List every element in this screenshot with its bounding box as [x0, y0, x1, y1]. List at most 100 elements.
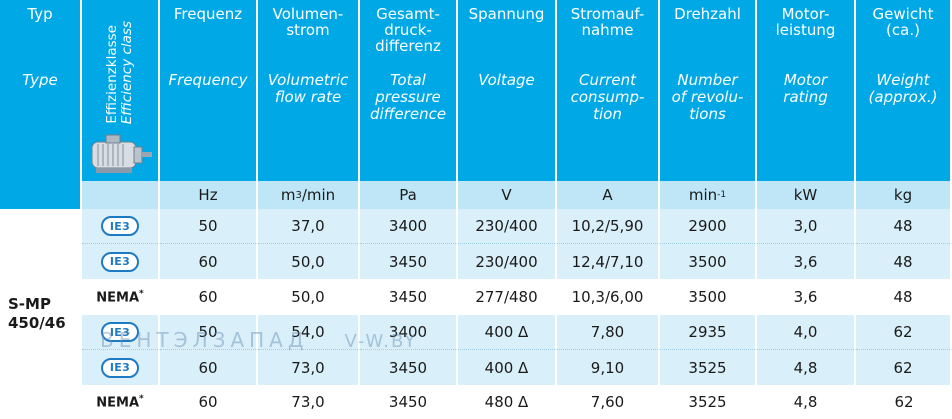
table-cell: 4,8 [757, 350, 856, 385]
table-cell: 2935 [660, 315, 757, 350]
table-cell: 400 Δ [458, 350, 557, 385]
table-cell: 3,6 [757, 279, 856, 315]
header-col-de: Gesamt-druck-differenz [375, 5, 441, 55]
header-col-2: Gesamt-druck-differenz Total pressure diffe… [360, 0, 458, 181]
header-col-de: Motor-leistung [775, 5, 836, 39]
header-col-7: Gewicht (ca.) Weight (approx.) [856, 0, 952, 181]
header-col-en: Current consump-tion [570, 71, 645, 123]
table-cell: 7,60 [557, 385, 660, 419]
table-cell: 3450 [360, 244, 458, 279]
table-cell: 50 [160, 209, 258, 244]
model-name: S-MP 450/46 [0, 209, 82, 419]
table-cell: 3,6 [757, 244, 856, 279]
header-col-en: Voltage [478, 71, 535, 89]
header-col-de: Frequenz [173, 5, 243, 23]
header-col-6: Motor-leistung Motor rating [757, 0, 856, 181]
table-cell: 62 [856, 315, 952, 350]
table-cell: 73,0 [258, 385, 360, 419]
unit-cell: Hz [160, 181, 258, 209]
table-cell: 10,2/5,90 [557, 209, 660, 244]
table-cell: 4,0 [757, 315, 856, 350]
unit-cell: V [458, 181, 557, 209]
motor-icon [91, 134, 152, 173]
header-typ-en: Type [22, 71, 58, 89]
table-cell: 230/400 [458, 209, 557, 244]
header-typ-de: Typ [27, 5, 53, 23]
table-cell: 62 [856, 385, 952, 419]
efficiency-class-cell: IE3 [82, 209, 160, 244]
unit-cell: Pa [360, 181, 458, 209]
efficiency-class-cell: IE3 [82, 350, 160, 385]
header-col-0: Frequenz Frequency [160, 0, 258, 181]
table-cell: 400 Δ [458, 315, 557, 350]
nema-label: NEMA* [96, 393, 144, 411]
table-cell: 60 [160, 244, 258, 279]
table-cell: 3450 [360, 385, 458, 419]
table-cell: 50,0 [258, 244, 360, 279]
header-typ: Typ Type [0, 0, 82, 181]
table-cell: 277/480 [458, 279, 557, 315]
unit-cell: m 3/min [258, 181, 360, 209]
table-cell: 50,0 [258, 279, 360, 315]
efficiency-label-en: Efficiency class [119, 20, 135, 124]
header-col-de: Volumen-strom [272, 5, 344, 39]
table-cell: 10,3/6,00 [557, 279, 660, 315]
unit-cell-typ [0, 181, 82, 209]
table-cell: 50 [160, 315, 258, 350]
header-col-5: Drehzahl Number of revolu-tions [660, 0, 757, 181]
table-cell: 54,0 [258, 315, 360, 350]
header-col-en: Number of revolu-tions [671, 71, 744, 123]
efficiency-class-cell: NEMA* [82, 385, 160, 419]
table-cell: 60 [160, 279, 258, 315]
nema-label: NEMA* [96, 288, 144, 306]
header-col-de: Gewicht (ca.) [872, 5, 934, 39]
header-col-en: Weight (approx.) [868, 71, 938, 106]
table-cell: 4,8 [757, 385, 856, 419]
header-col-en: Frequency [168, 71, 248, 89]
table-cell: 3,0 [757, 209, 856, 244]
table-cell: 3400 [360, 209, 458, 244]
ie3-badge: IE3 [101, 216, 139, 236]
header-col-en: Motor rating [783, 71, 828, 106]
table-cell: 3525 [660, 385, 757, 419]
table-cell: 230/400 [458, 244, 557, 279]
table-cell: 12,4/7,10 [557, 244, 660, 279]
table-cell: 3525 [660, 350, 757, 385]
table-cell: 3450 [360, 350, 458, 385]
table-cell: 48 [856, 244, 952, 279]
header-col-3: Spannung Voltage [458, 0, 557, 181]
header-col-en: Total pressure difference [369, 71, 447, 123]
header-col-de: Stromauf-nahme [570, 5, 645, 39]
table-cell: 73,0 [258, 350, 360, 385]
header-efficiency: Effizienzklasse Efficiency class [82, 0, 160, 181]
efficiency-class-cell: NEMA* [82, 279, 160, 315]
unit-cell: kW [757, 181, 856, 209]
ie3-badge: IE3 [101, 322, 139, 342]
unit-cell-efficiency [82, 181, 160, 209]
table-cell: 9,10 [557, 350, 660, 385]
header-col-4: Stromauf-nahme Current consump-tion [557, 0, 660, 181]
table-cell: 48 [856, 209, 952, 244]
header-col-de: Spannung [468, 5, 545, 23]
ie3-badge: IE3 [101, 251, 139, 272]
table-cell: 3500 [660, 279, 757, 315]
efficiency-label-de: Effizienzklasse [104, 25, 120, 124]
table-cell: 60 [160, 385, 258, 419]
unit-cell: kg [856, 181, 952, 209]
table-cell: 3400 [360, 315, 458, 350]
efficiency-class-cell: IE3 [82, 315, 160, 350]
header-col-en: Volumetric flow rate [267, 71, 349, 106]
table-cell: 62 [856, 350, 952, 385]
unit-cell: min -1 [660, 181, 757, 209]
header-col-de: Drehzahl [674, 5, 741, 23]
efficiency-label: Effizienzklasse Efficiency class [90, 4, 150, 124]
table-cell: 480 Δ [458, 385, 557, 419]
table-cell: 7,80 [557, 315, 660, 350]
unit-cell: A [557, 181, 660, 209]
table-cell: 37,0 [258, 209, 360, 244]
ie3-badge: IE3 [101, 357, 139, 378]
table-cell: 3500 [660, 244, 757, 279]
table-cell: 3450 [360, 279, 458, 315]
table-cell: 60 [160, 350, 258, 385]
